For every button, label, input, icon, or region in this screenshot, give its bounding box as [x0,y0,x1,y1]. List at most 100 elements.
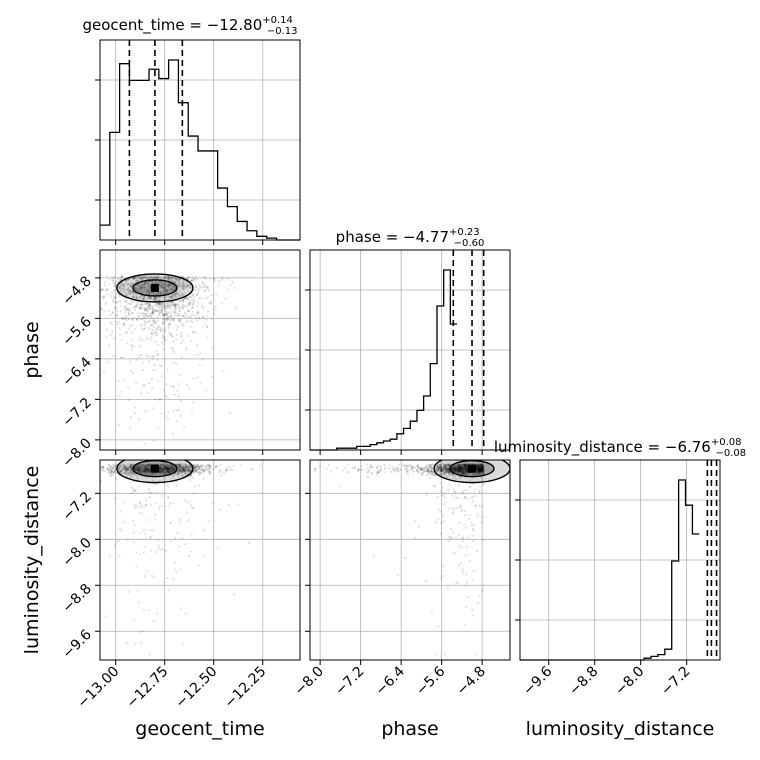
sample-point [111,468,114,471]
sample-point [177,467,180,470]
sample-point [456,463,460,466]
sample-point [171,335,174,339]
sample-point [377,470,381,473]
sample-point [457,463,460,466]
sample-point [471,579,474,582]
sample-point [188,315,191,319]
sample-point [444,464,448,467]
sample-point [136,468,139,471]
sample-point [478,485,482,488]
sample-point [438,468,441,471]
sample-point [137,284,140,287]
sample-point [196,471,199,474]
sample-point [152,310,155,314]
sample-point [164,276,168,279]
sample-point [156,353,159,356]
sample-point [189,301,192,304]
sample-point [193,278,196,281]
sample-point [147,471,150,474]
sample-point [460,466,463,469]
sample-point [178,299,181,303]
sample-point [127,590,130,593]
sample-point [139,277,142,280]
sample-point [163,306,166,309]
sample-point [173,467,176,470]
sample-point [157,343,160,346]
sample-point [201,302,204,305]
sample-point [463,624,466,627]
sample-point [109,313,112,316]
sample-point [463,467,466,470]
sample-point [140,465,143,468]
title-lower-error: −0.08 [716,448,747,459]
sample-point [162,463,165,466]
sample-point [476,464,479,467]
sample-point [211,468,215,471]
sample-point [147,464,150,467]
sample-point [153,296,156,299]
sample-point [160,364,164,368]
sample-point [135,465,138,468]
sample-point [130,465,133,469]
sample-point [167,504,170,507]
sample-point [86,466,88,468]
sample-point [100,308,103,311]
sample-point [475,465,479,468]
sample-point [140,641,143,644]
sample-point [474,653,477,656]
sample-point [177,313,180,316]
sample-point [443,496,446,499]
sample-point [424,467,427,470]
sample-point [170,279,173,282]
sample-point [141,286,144,289]
density-peak [150,283,159,292]
sample-point [437,508,440,511]
sample-point [186,297,189,300]
sample-point [166,471,169,474]
sample-point [460,466,464,469]
sample-point [450,467,453,470]
sample-point [182,468,185,472]
sample-point [155,333,159,337]
sample-point [154,302,158,306]
sample-point [120,356,123,359]
sample-point [173,351,176,354]
sample-point [159,302,163,306]
sample-point [217,280,220,283]
sample-point [477,469,480,472]
sample-point [145,467,148,470]
sample-point [453,469,457,472]
sample-point [170,464,174,468]
sample-point [371,464,374,467]
sample-point [140,286,143,289]
sample-point [123,323,126,326]
sample-point [192,301,196,304]
sample-point [171,465,175,468]
sample-point [143,384,146,387]
sample-point [157,314,160,317]
sample-point [139,506,143,509]
sample-point [137,469,140,472]
sample-point [476,466,479,469]
sample-point [119,276,122,279]
sample-point [112,275,115,278]
sample-point [198,473,201,477]
sample-point [174,304,177,307]
sample-point [126,468,129,471]
sample-point [149,314,152,317]
sample-point [183,471,186,475]
sample-point [198,470,201,474]
sample-point [201,282,204,285]
sample-point [152,317,155,321]
sample-point [127,386,130,389]
sample-point [169,471,172,474]
sample-point [130,324,134,327]
sample-point [475,463,478,467]
sample-point [418,470,421,474]
sample-point [460,546,463,549]
sample-point [457,467,460,470]
sample-point [443,465,446,468]
sample-point [163,465,166,468]
sample-point [168,304,171,308]
sample-point [471,476,474,480]
